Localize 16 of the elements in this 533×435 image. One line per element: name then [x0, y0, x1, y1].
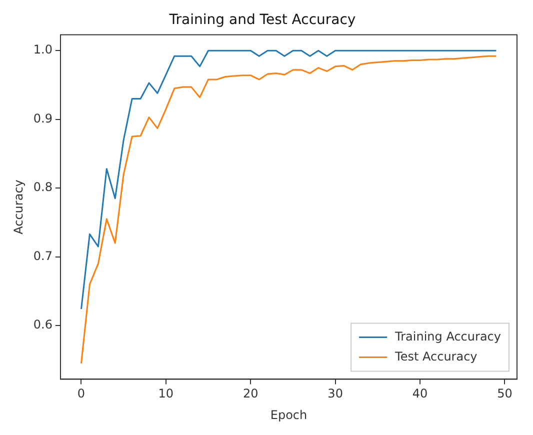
x-tick-label: 30 [328, 386, 343, 401]
chart-title: Training and Test Accuracy [168, 12, 356, 28]
y-axis-title: Accuracy [11, 180, 26, 234]
y-tick-label: 1.0 [33, 42, 52, 57]
x-tick-label: 40 [412, 386, 428, 401]
x-tick-label: 50 [497, 386, 512, 401]
x-tick-label: 0 [77, 386, 86, 401]
x-axis-title: Epoch [270, 408, 308, 422]
y-tick-label: 0.8 [33, 180, 52, 194]
x-tick-label: 10 [158, 386, 174, 401]
y-tick-label: 0.7 [33, 248, 52, 263]
legend-label: Test Accuracy [394, 349, 478, 364]
y-tick-label: 0.6 [33, 318, 52, 332]
legend-label: Training Accuracy [394, 329, 502, 344]
y-tick-label: 0.9 [33, 111, 52, 126]
x-tick-label: 20 [242, 386, 258, 401]
